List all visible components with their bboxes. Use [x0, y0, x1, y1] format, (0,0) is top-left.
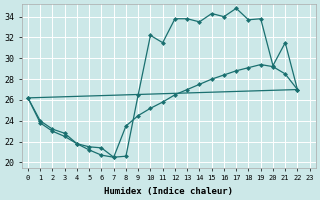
- X-axis label: Humidex (Indice chaleur): Humidex (Indice chaleur): [104, 187, 233, 196]
